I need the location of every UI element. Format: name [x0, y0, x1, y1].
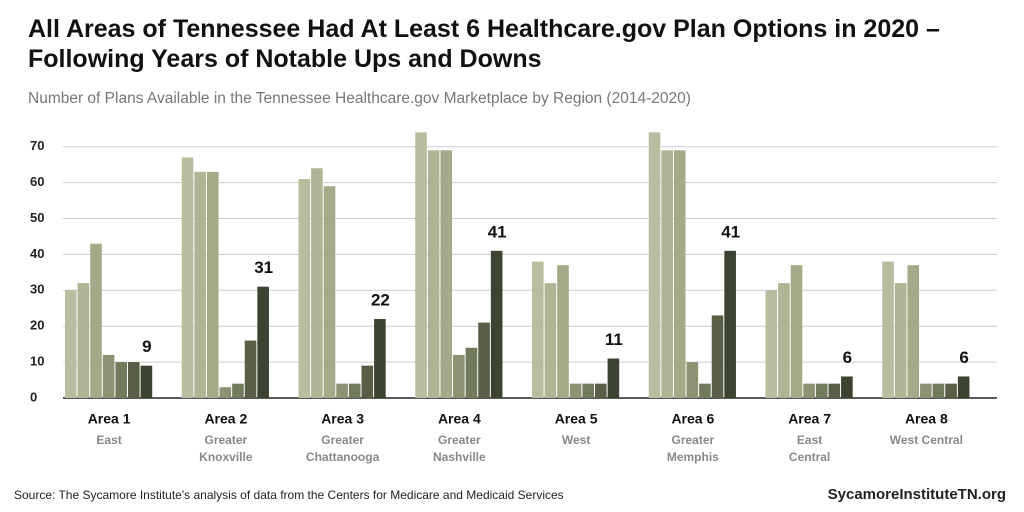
bar	[532, 261, 544, 398]
bar	[311, 168, 323, 398]
bar	[661, 150, 673, 398]
x-tick-label: Area 5	[555, 411, 598, 427]
bar	[803, 383, 815, 398]
x-tick-sublabel: Greater	[671, 433, 714, 447]
x-tick-label: Area 2	[204, 411, 247, 427]
bar	[828, 383, 841, 398]
bar	[440, 150, 453, 398]
y-tick-label: 0	[30, 389, 37, 404]
x-tick-sublabel: West	[562, 433, 590, 447]
x-tick-sublabel: Greater	[321, 433, 364, 447]
bar	[374, 319, 386, 398]
bar	[115, 362, 127, 398]
bar	[699, 383, 711, 398]
bar	[465, 347, 478, 398]
x-tick-sublabel: Greater	[204, 433, 247, 447]
y-tick-label: 30	[30, 282, 44, 297]
bar	[932, 383, 945, 398]
y-tick-label: 70	[30, 138, 44, 153]
bar	[490, 250, 503, 398]
bar	[232, 383, 244, 398]
x-tick-sublabel: Greater	[438, 433, 481, 447]
x-tick-label: Area 3	[321, 411, 364, 427]
bar	[907, 265, 920, 398]
x-tick-sublabel: Central	[789, 450, 830, 464]
chart-subtitle: Number of Plans Available in the Tenness…	[28, 90, 691, 107]
bar	[90, 243, 102, 398]
x-tick-sublabel: Memphis	[667, 450, 719, 464]
bar	[778, 283, 790, 398]
bar	[686, 362, 699, 398]
bar	[219, 387, 232, 398]
bar	[957, 376, 970, 398]
bar	[478, 322, 490, 398]
bar	[77, 283, 90, 398]
y-tick-label: 20	[30, 318, 44, 333]
bar	[194, 171, 206, 398]
bar	[206, 171, 219, 398]
x-tick-sublabel: West Central	[890, 433, 963, 447]
bar	[841, 376, 853, 398]
y-tick-label: 50	[30, 210, 44, 225]
x-tick-label: Area 7	[788, 411, 831, 427]
bar	[790, 265, 803, 398]
x-tick-label: Area 4	[438, 411, 481, 427]
x-tick-label: Area 1	[88, 411, 131, 427]
x-tick-sublabel: Knoxville	[199, 450, 253, 464]
bar	[607, 358, 620, 398]
bar	[102, 354, 115, 398]
bar	[557, 265, 569, 398]
bar	[415, 132, 427, 398]
bar	[569, 383, 582, 398]
bar	[361, 365, 374, 398]
bar	[582, 383, 594, 398]
bar	[128, 362, 140, 398]
x-tick-sublabel: Chattanooga	[306, 450, 380, 464]
data-label: 9	[142, 337, 151, 356]
bar	[181, 157, 194, 398]
data-label: 41	[488, 222, 507, 241]
chart-title: All Areas of Tennessee Had At Least 6 He…	[28, 15, 940, 73]
bar	[765, 290, 778, 398]
x-tick-sublabel: East	[797, 433, 822, 447]
bar	[257, 286, 269, 398]
bar	[65, 290, 77, 398]
bar	[427, 150, 440, 398]
bar	[323, 186, 336, 398]
source-note: Source: The Sycamore Institute's analysi…	[14, 488, 564, 502]
bar	[711, 315, 724, 398]
data-label: 6	[959, 348, 968, 367]
y-tick-label: 10	[30, 354, 44, 369]
bar	[945, 383, 957, 398]
x-tick-sublabel: Nashville	[433, 450, 486, 464]
data-label: 41	[721, 222, 740, 241]
bar	[336, 383, 348, 398]
bar	[920, 383, 932, 398]
bar	[348, 383, 361, 398]
y-tick-label: 40	[30, 246, 44, 261]
x-tick-sublabel: East	[96, 433, 121, 447]
data-label: 11	[605, 330, 623, 349]
data-label: 22	[371, 291, 390, 310]
bar	[673, 150, 686, 398]
bar	[815, 383, 828, 398]
bar	[244, 340, 257, 398]
data-label: 6	[843, 348, 852, 367]
credit: SycamoreInstituteTN.org	[827, 486, 1006, 503]
bar	[724, 250, 736, 398]
chart: 0 10 20 30 40 50 60 70 Area 1 East 9 Area 2 Greater K…	[30, 132, 997, 464]
bar	[595, 383, 607, 398]
x-tick-label: Area 6	[671, 411, 714, 427]
bar	[453, 354, 465, 398]
bar	[648, 132, 661, 398]
bar	[298, 179, 311, 398]
x-tick-label: Area 8	[905, 411, 948, 427]
bar	[882, 261, 894, 398]
bar	[544, 283, 557, 398]
data-label: 31	[254, 258, 273, 277]
bar	[894, 283, 907, 398]
y-tick-label: 60	[30, 174, 44, 189]
bar	[140, 365, 153, 398]
